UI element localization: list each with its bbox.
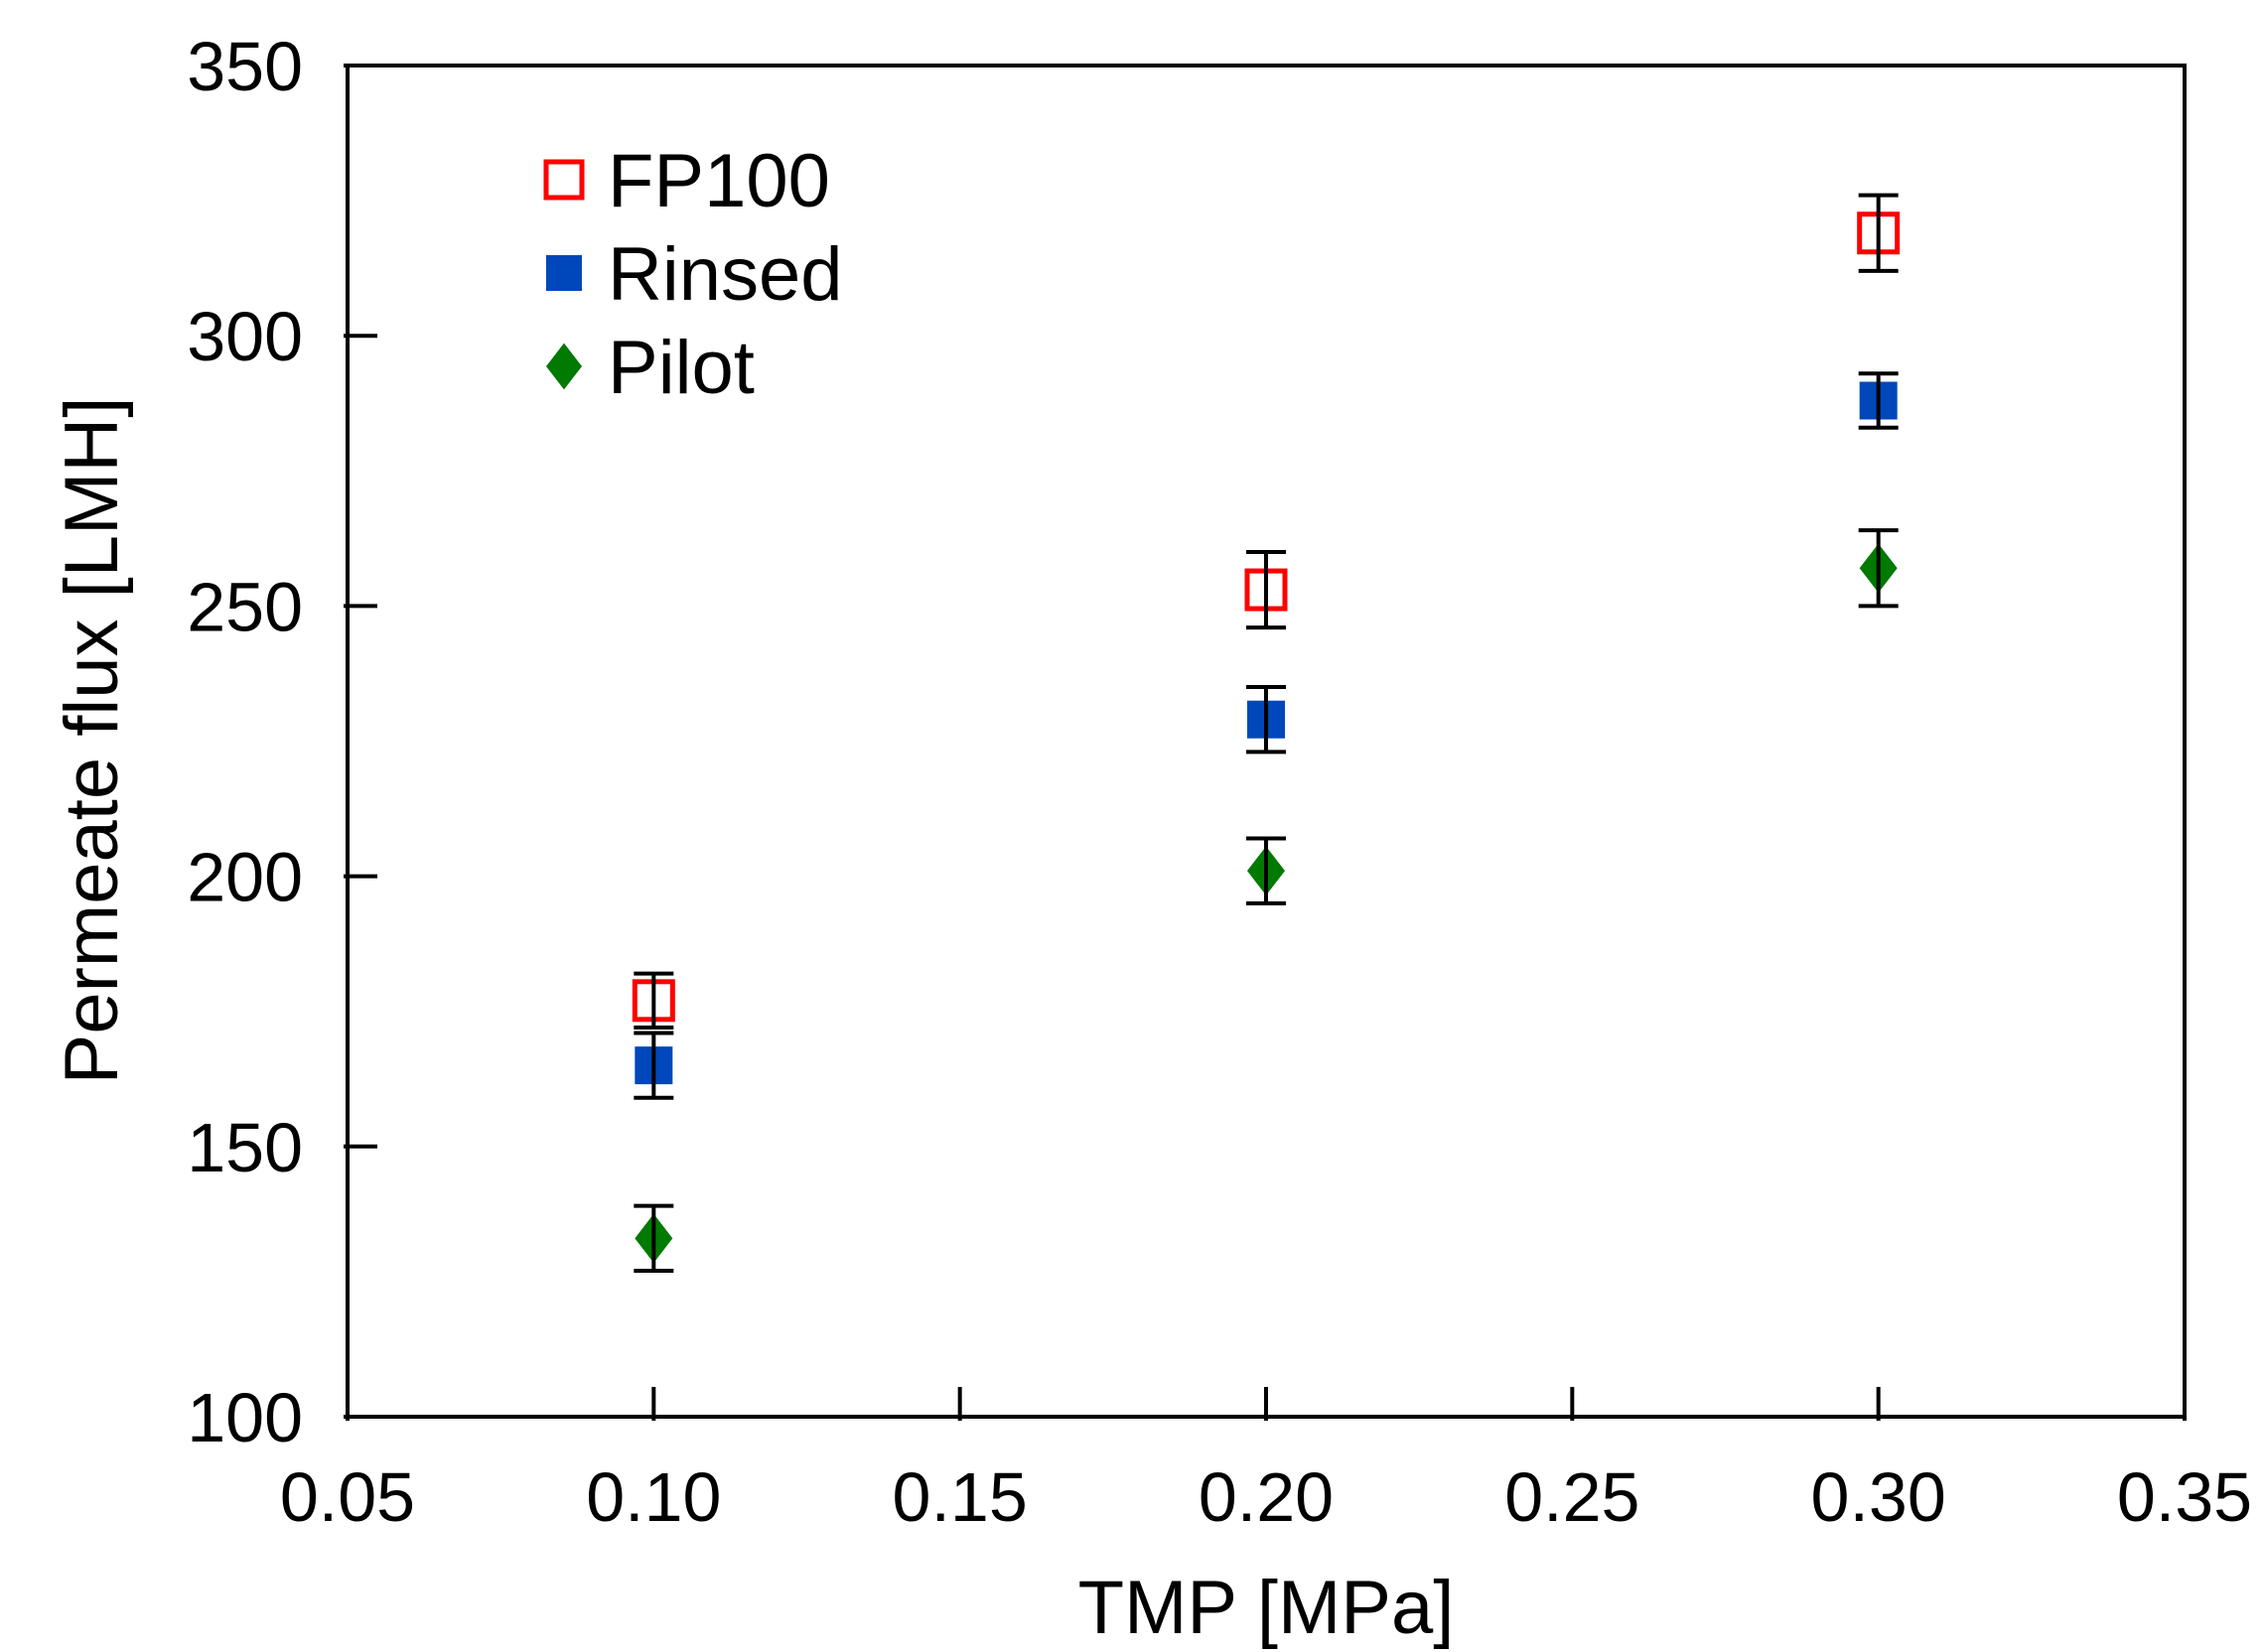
x-tick-label: 0.35 (2117, 1458, 2252, 1536)
y-tick-labels: 100 150 200 250 300 350 (187, 28, 303, 1456)
y-tick-label: 100 (187, 1379, 303, 1456)
axis-ticks (344, 64, 2187, 1421)
legend-label-pilot: Pilot (608, 326, 755, 410)
y-axis-title: Permeate flux [LMH] (50, 397, 134, 1085)
series-fp100 (632, 193, 1901, 1031)
y-tick-label: 300 (187, 298, 303, 375)
y-tick-label: 150 (187, 1109, 303, 1186)
series-layer (632, 193, 1901, 1274)
series-rinsed (634, 371, 1899, 1100)
x-tick-label: 0.15 (893, 1458, 1028, 1536)
x-tick-label: 0.20 (1199, 1458, 1334, 1536)
legend-marker-rinsed (546, 255, 582, 291)
x-tick-labels: 0.05 0.10 0.15 0.20 0.25 0.30 0.35 (280, 1458, 2252, 1536)
legend-label-fp100: FP100 (608, 139, 830, 223)
legend-label-rinsed: Rinsed (608, 232, 843, 317)
legend-marker-pilot (546, 343, 582, 390)
legend: FP100 Rinsed Pilot (543, 139, 843, 410)
y-tick-label: 250 (187, 568, 303, 645)
y-tick-label: 200 (187, 839, 303, 916)
x-tick-label: 0.05 (280, 1458, 415, 1536)
y-tick-label: 350 (187, 28, 303, 105)
x-tick-label: 0.30 (1811, 1458, 1946, 1536)
x-tick-label: 0.10 (586, 1458, 721, 1536)
x-axis-title: TMP [MPa] (1078, 1566, 1455, 1650)
x-tick-label: 0.25 (1504, 1458, 1639, 1536)
legend-marker-fp100 (543, 159, 585, 201)
series-pilot (634, 528, 1899, 1274)
